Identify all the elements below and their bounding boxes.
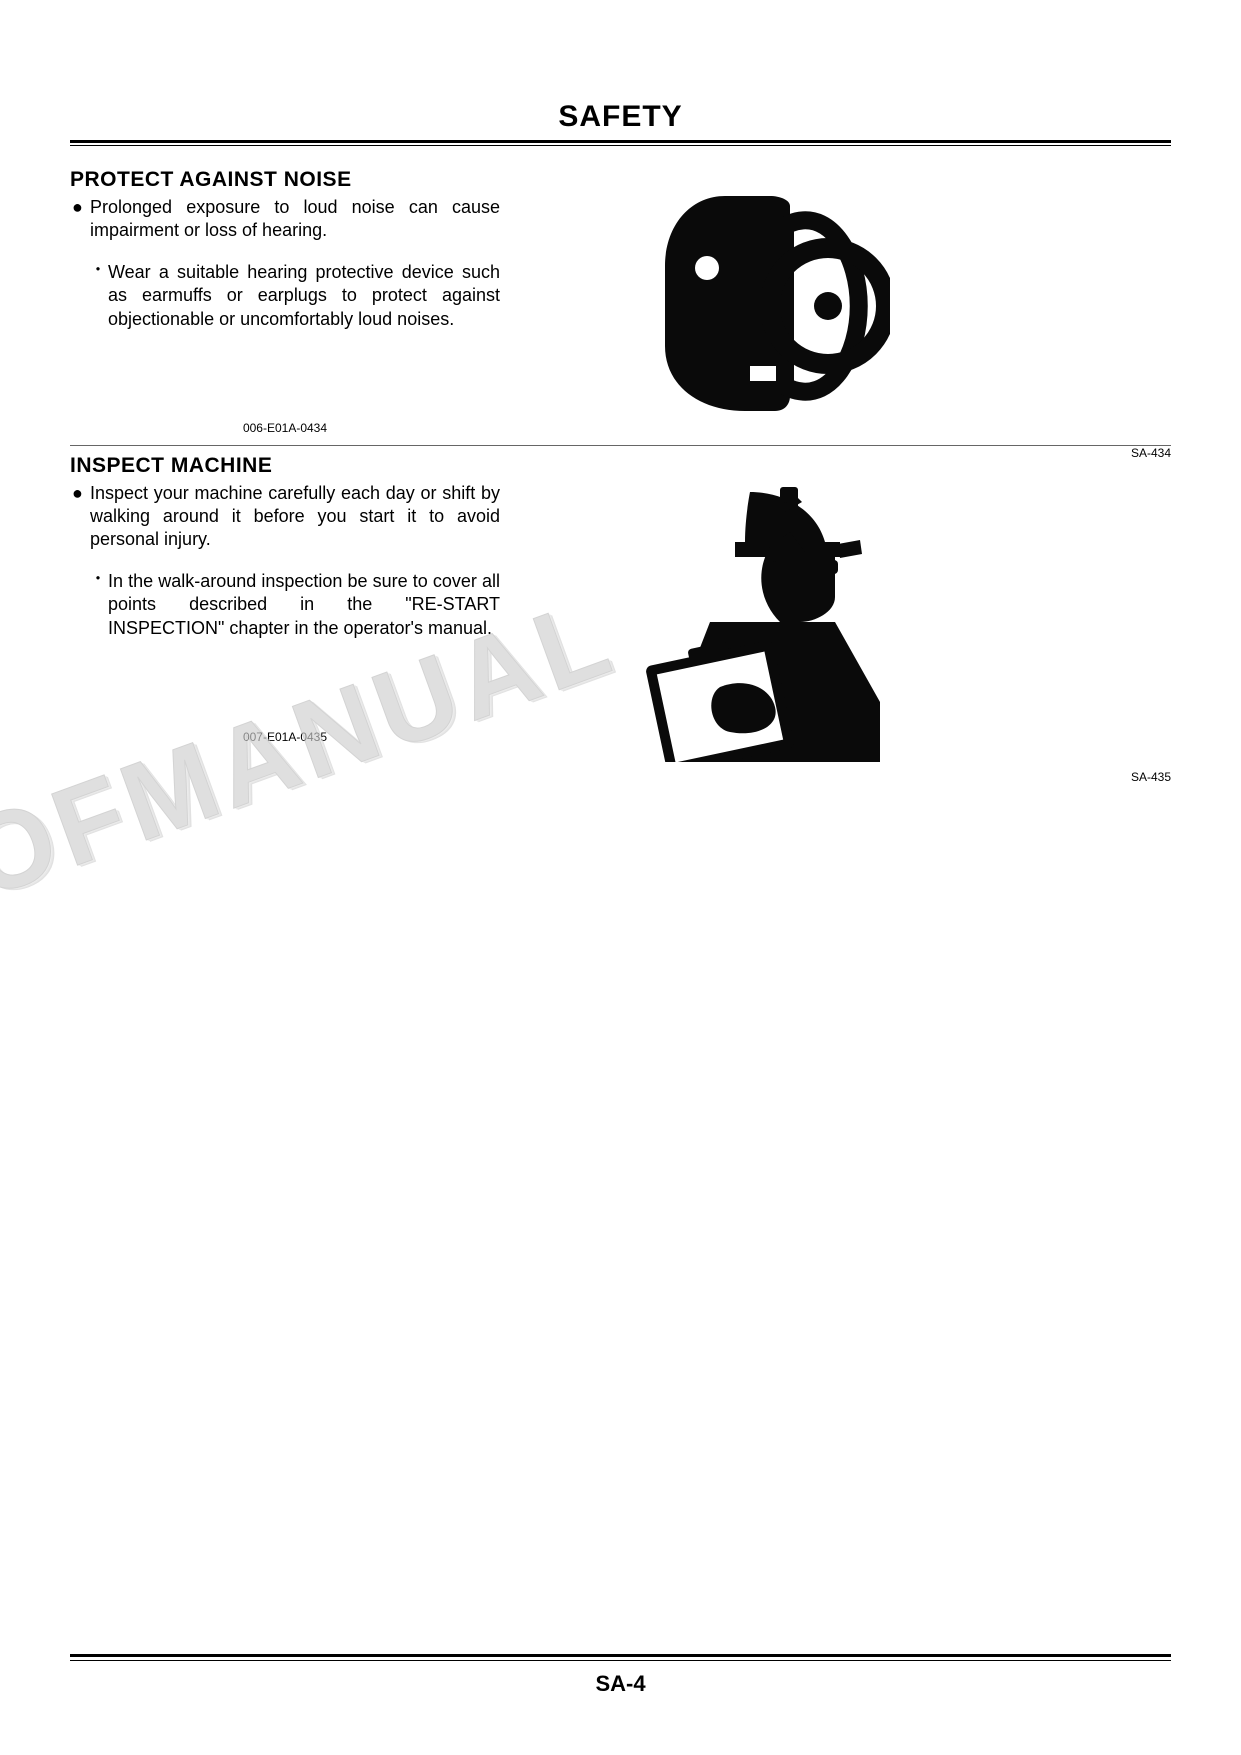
sub-bullet-marker: ・ [90, 261, 108, 331]
text-column: ● Prolonged exposure to loud noise can c… [70, 196, 500, 443]
text-column: ● Inspect your machine carefully each da… [70, 482, 500, 752]
image-code: SA-435 [1131, 770, 1171, 784]
footer-rule-thick [70, 1654, 1171, 1657]
illustration-column: SA-435 [500, 482, 1171, 722]
sub-bullet-text: In the walk-around inspection be sure to… [108, 570, 500, 640]
bullet-item: ● Inspect your machine carefully each da… [70, 482, 500, 552]
section-heading: PROTECT AGAINST NOISE [70, 168, 1171, 192]
sub-bullet-item: ・ Wear a suitable hearing protective dev… [90, 261, 500, 331]
document-page: SAFETY PROTECT AGAINST NOISE ● Prolonged… [0, 0, 1241, 1755]
illustration-column: SA-434 [500, 196, 1171, 436]
bullet-text: Inspect your machine carefully each day … [90, 482, 500, 552]
inspector-icon [580, 462, 920, 767]
section-inspect: OFMANUAL INSPECT MACHINE ● Inspect your … [70, 454, 1171, 752]
footer-rule-thin [70, 1660, 1171, 1661]
ear-protection-icon [630, 186, 890, 421]
bullet-marker: ● [70, 196, 90, 243]
doc-code: 006-E01A-0434 [70, 421, 500, 437]
sub-bullet-marker: ・ [90, 570, 108, 640]
section-divider [70, 445, 1171, 446]
page-title: SAFETY [70, 100, 1171, 140]
title-rule-thick [70, 140, 1171, 143]
bullet-item: ● Prolonged exposure to loud noise can c… [70, 196, 500, 243]
bullet-marker: ● [70, 482, 90, 552]
doc-code: 007-E01A-0435 [70, 730, 500, 746]
sub-bullet-item: ・ In the walk-around inspection be sure … [90, 570, 500, 640]
bullet-text: Prolonged exposure to loud noise can cau… [90, 196, 500, 243]
sub-bullet-text: Wear a suitable hearing protective devic… [108, 261, 500, 331]
title-rule-thin [70, 145, 1171, 146]
page-number: SA-4 [0, 1671, 1241, 1697]
section-noise: PROTECT AGAINST NOISE ● Prolonged exposu… [70, 168, 1171, 443]
